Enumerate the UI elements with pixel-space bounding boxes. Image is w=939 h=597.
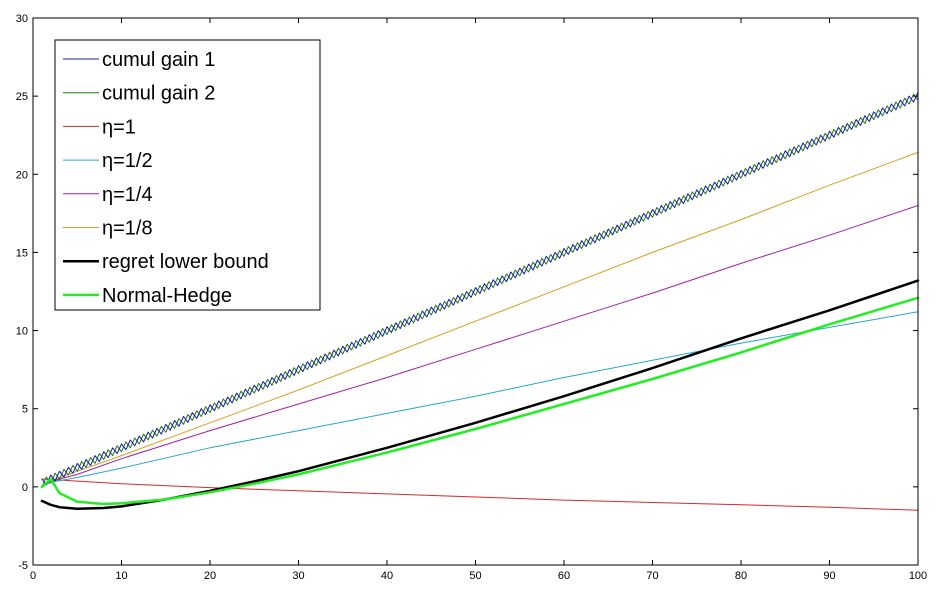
y-tick-label: 10 (16, 326, 28, 338)
legend-label-4: η=1/4 (102, 184, 153, 206)
legend-label-5: η=1/8 (102, 218, 153, 240)
series-line-3 (41, 311, 919, 488)
x-tick-label: 90 (823, 570, 835, 582)
series-line-2 (41, 478, 919, 511)
series-line-6 (40, 279, 920, 510)
legend-label-7: Normal-Hedge (102, 285, 232, 307)
x-tick-label: 0 (30, 570, 36, 582)
x-tick-label: 60 (558, 570, 570, 582)
x-tick-label: 50 (469, 570, 481, 582)
legend-label-1: cumul gain 2 (102, 83, 215, 105)
legend-label-3: η=1/2 (102, 150, 153, 172)
y-tick-label: 5 (22, 404, 28, 416)
series-line-7 (40, 296, 920, 506)
x-tick-label: 30 (292, 570, 304, 582)
legend-label-6: regret lower bound (102, 251, 269, 273)
legend-box (54, 39, 321, 311)
legend: cumul gain 1 cumul gain 2 η=1 η=1/2 η=1/4 η=1… (54, 39, 321, 311)
legend-label-2: η=1 (102, 116, 136, 138)
y-tick-label: -5 (18, 560, 28, 572)
y-tick-label: 30 (16, 13, 28, 25)
x-tick-label: 80 (735, 570, 747, 582)
y-tick-label: 25 (16, 91, 28, 103)
x-tick-label: 10 (115, 570, 127, 582)
series-line-4 (41, 205, 919, 488)
y-tick-label: 20 (16, 169, 28, 181)
x-tick-label: 100 (909, 570, 927, 582)
series-line-0 (41, 91, 919, 486)
legend-label-0: cumul gain 1 (102, 49, 215, 71)
y-axis-ticks: -5 0 5 10 15 20 25 30 (16, 13, 918, 572)
x-tick-label: 40 (381, 570, 393, 582)
x-tick-label: 20 (204, 570, 216, 582)
plot-lines (40, 91, 920, 511)
series-line-1 (41, 93, 919, 488)
x-axis-ticks: 0 10 20 30 40 50 60 70 80 90 100 (30, 18, 927, 582)
x-tick-label: 70 (646, 570, 658, 582)
y-tick-label: 15 (16, 247, 28, 259)
y-tick-label: 0 (22, 482, 28, 494)
